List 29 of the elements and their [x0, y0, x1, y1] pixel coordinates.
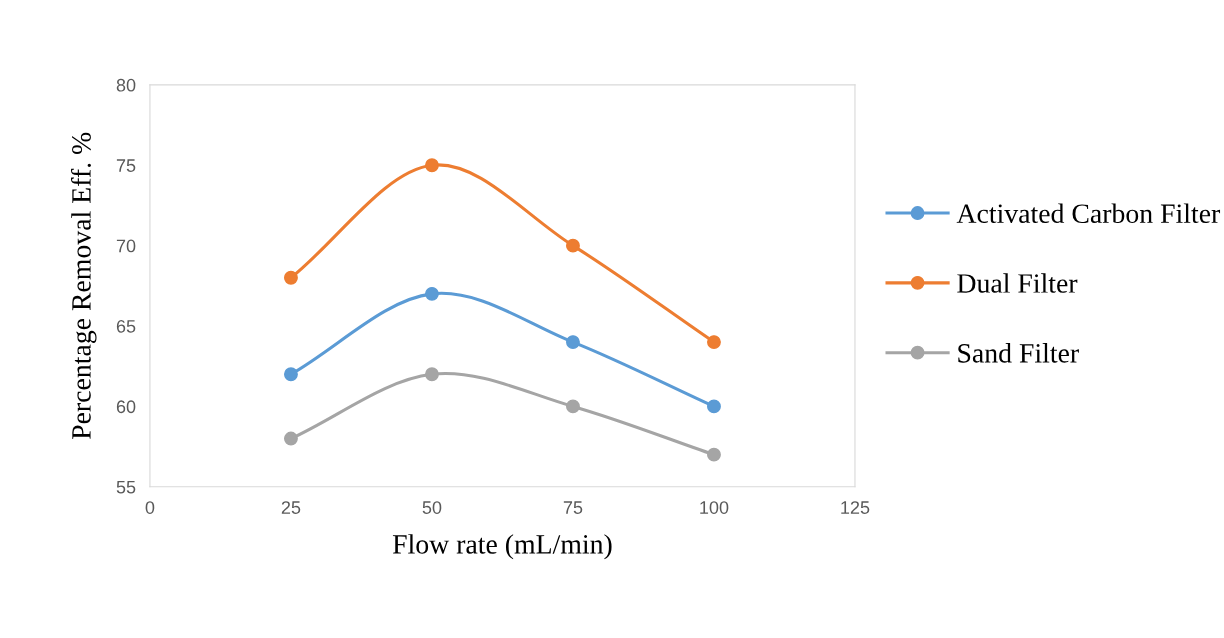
x-tick-label: 125 [841, 501, 870, 514]
legend-label: Activated Carbon Filter [956, 203, 1221, 224]
point [707, 399, 721, 414]
point [283, 367, 298, 382]
y-tick-label: 75 [116, 159, 136, 172]
x-tick-label: 100 [700, 501, 729, 514]
point [283, 270, 298, 285]
legend-label: Dual Filter [957, 273, 1078, 293]
x-tick-label: 75 [563, 501, 583, 514]
x-axis-title: Flow rate (mL/min) [392, 534, 612, 560]
y-tick-label: 60 [116, 400, 136, 414]
y-axis-title: Percentage Removal Eff. % [70, 132, 97, 440]
y-tick-label: 70 [116, 239, 136, 253]
point [566, 335, 580, 350]
point [566, 238, 580, 253]
x-tick-label: 0 [145, 501, 155, 514]
point [425, 286, 439, 301]
point [707, 335, 721, 350]
x-tick-label: 25 [281, 501, 301, 514]
point [283, 431, 298, 446]
y-tick-label: 55 [116, 480, 136, 494]
point [425, 367, 439, 382]
y-tick-label: 65 [116, 319, 136, 333]
x-tick-label: 50 [422, 501, 442, 514]
point [425, 158, 439, 173]
y-tick-label: 80 [116, 78, 136, 92]
point [707, 447, 721, 462]
legend-label: Sand Filter [958, 343, 1079, 363]
point [566, 399, 580, 414]
